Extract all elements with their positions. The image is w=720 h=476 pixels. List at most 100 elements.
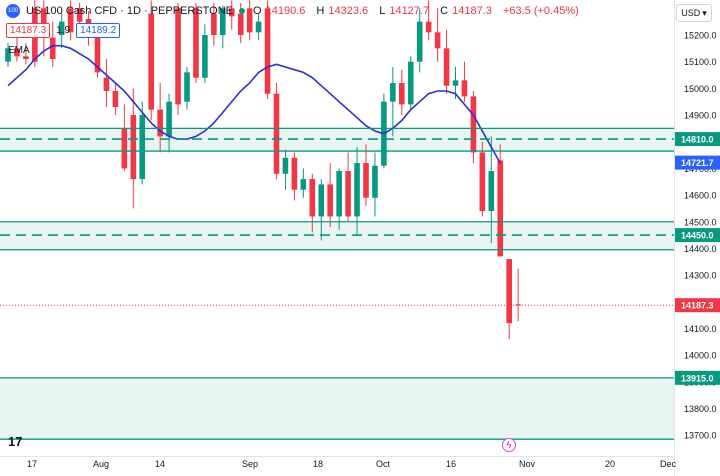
symbol-icon[interactable]: 100 (6, 4, 20, 18)
chevron-down-icon: ▾ (702, 7, 707, 18)
candle-body (255, 21, 262, 33)
x-tick-label: 18 (313, 459, 323, 469)
candle-body (479, 152, 486, 212)
candle-body (175, 8, 181, 105)
last-price-label-text: 14187.3 (681, 301, 714, 311)
candles (5, 0, 521, 340)
ema-price-label-text: 14721.7 (681, 158, 714, 168)
market-status-dot (239, 8, 246, 14)
y-tick-label: 15100.0 (684, 57, 717, 67)
y-tick-label: 14500.0 (684, 217, 717, 227)
open-value: 14190.6 (265, 5, 306, 17)
candle-body (41, 8, 47, 35)
candle-body (318, 184, 325, 217)
ohlc-values: O 14190.6 H 14323.6 L 14127.7 C 14187.3 +63.… (253, 5, 583, 17)
y-tick-label: 13700.0 (684, 431, 717, 441)
candle-body (139, 115, 146, 180)
candle-body (470, 96, 477, 153)
x-tick-label: Sep (242, 459, 258, 469)
candle-body (345, 171, 351, 217)
low-label: L (379, 5, 386, 17)
candle-body (264, 8, 271, 94)
lightning-icon[interactable]: ϟ (502, 438, 516, 452)
candle-body (130, 115, 137, 180)
low-value: 14127.7 (389, 5, 430, 17)
symbol-title[interactable]: US 100 Cash CFD · 1D · PEPPERSTONE (26, 5, 234, 17)
candle-body (220, 8, 226, 35)
candle-body (354, 163, 360, 217)
currency-label: USD (681, 8, 701, 18)
x-tick-label: 16 (446, 459, 456, 469)
candle-body (228, 8, 235, 17)
time-axis[interactable]: 17 Aug 14 Sep 18 Oct 16 Nov 20 Dec (27, 459, 677, 469)
candle-body (103, 77, 110, 92)
candle-body (237, 13, 244, 35)
candle-body (202, 35, 208, 78)
sell-button[interactable]: 14187.3 (6, 23, 51, 38)
y-tick-label: 14900.0 (684, 111, 717, 121)
buy-button[interactable]: 14189.2 (76, 23, 121, 38)
candle-body (506, 259, 512, 324)
candle-body (291, 157, 298, 190)
level-zone (0, 377, 674, 440)
candle-body (112, 91, 119, 108)
candle-body (372, 165, 378, 198)
candle-body (211, 13, 217, 35)
change-value: +63.5 (+0.45%) (502, 5, 579, 17)
tradingview-logo-icon[interactable]: 17 (8, 434, 23, 449)
candle-body (434, 32, 441, 49)
close-value: 14187.3 (452, 5, 492, 17)
y-tick-label: 14600.0 (684, 191, 717, 201)
high-label: H (316, 5, 325, 17)
candle-body (336, 171, 342, 217)
candle-body (76, 8, 83, 22)
ema-line (7, 44, 501, 164)
level-lines (0, 127, 674, 440)
candle-body (282, 157, 289, 174)
ema-price-label: 14721.7 (675, 155, 720, 170)
last-price-label: 14187.3 (675, 298, 720, 313)
candle-body (14, 48, 20, 57)
level-price-label: 14450.0 (675, 228, 720, 243)
candle-body (58, 21, 65, 35)
spread-value: 1.9 (56, 25, 71, 36)
candle-body (399, 83, 405, 105)
candle-body (94, 37, 101, 73)
x-tick-label: 14 (155, 459, 165, 469)
candle-body (497, 160, 504, 257)
level-price-label-box (675, 228, 720, 243)
candle-body (193, 8, 199, 78)
candle-body (309, 179, 316, 217)
candle-body (390, 83, 396, 102)
candle-body (515, 304, 521, 306)
y-tick-label: 14400.0 (684, 244, 717, 254)
last-price-label-box (675, 298, 720, 313)
price-labels: 14810.0 14450.0 13915.0 14721.7 14187.3 (675, 132, 720, 385)
level-price-label-box (675, 132, 720, 147)
high-value: 14323.6 (328, 5, 369, 17)
candle-body (157, 109, 163, 137)
x-tick-label: Nov (519, 459, 536, 469)
candle-body (300, 179, 307, 190)
x-tick-label: Dec (660, 459, 677, 469)
candle-body (184, 72, 190, 102)
y-tick-label: 13800.0 (684, 404, 717, 414)
y-tick-label: 15200.0 (684, 31, 717, 41)
candle-body (121, 128, 128, 169)
candle-body (443, 48, 450, 86)
candle-body (5, 48, 11, 62)
level-price-label-text: 14450.0 (681, 231, 714, 241)
level-price-label-text: 14810.0 (681, 135, 714, 145)
close-label: C (440, 5, 449, 17)
level-price-label-box (675, 370, 720, 385)
candle-body (461, 80, 468, 97)
level-price-label-text: 13915.0 (681, 373, 714, 383)
candle-body (452, 80, 459, 86)
candle-body (67, 8, 74, 33)
candle-body (23, 56, 29, 60)
x-tick-label: Aug (93, 459, 109, 469)
x-tick-label: 20 (605, 459, 615, 469)
currency-button[interactable]: USD ▾ (676, 4, 712, 22)
indicator-ema-label[interactable]: EMA (8, 45, 30, 56)
